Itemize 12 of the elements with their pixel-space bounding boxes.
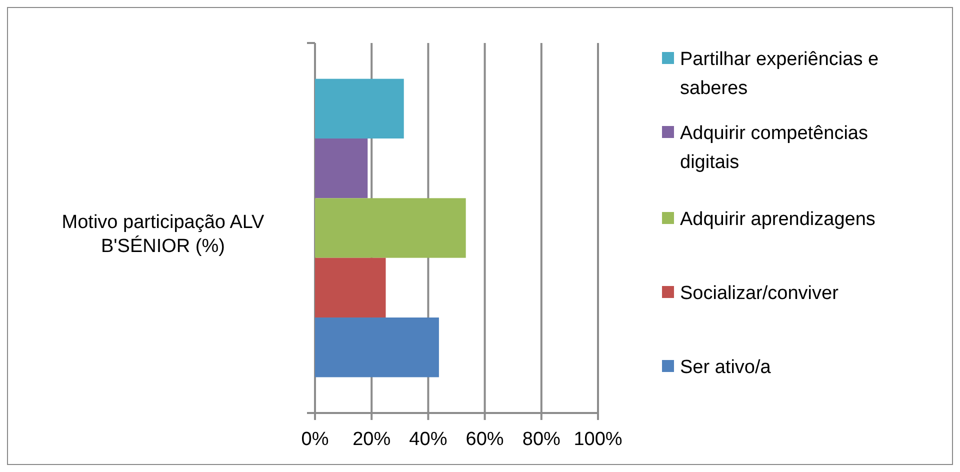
legend-label: Adquirir aprendizagens bbox=[680, 209, 876, 230]
x-tick-label: 0% bbox=[301, 428, 329, 450]
x-tick-label: 100% bbox=[574, 428, 622, 450]
x-tick-label: 80% bbox=[522, 428, 561, 450]
x-tick-label: 60% bbox=[466, 428, 504, 450]
x-tick-label: 40% bbox=[409, 428, 448, 450]
legend-label: Ser ativo/a bbox=[680, 357, 772, 378]
legend-label: Adquirir competências digitais bbox=[680, 123, 868, 173]
x-tick-label: 20% bbox=[352, 428, 391, 450]
y-axis-title: Motivo participação ALV B'SÉNIOR (%) bbox=[62, 212, 265, 257]
legend-label: Partilhar experiências e saberes bbox=[680, 49, 879, 99]
legend-label: Socializar/conviver bbox=[680, 283, 840, 304]
